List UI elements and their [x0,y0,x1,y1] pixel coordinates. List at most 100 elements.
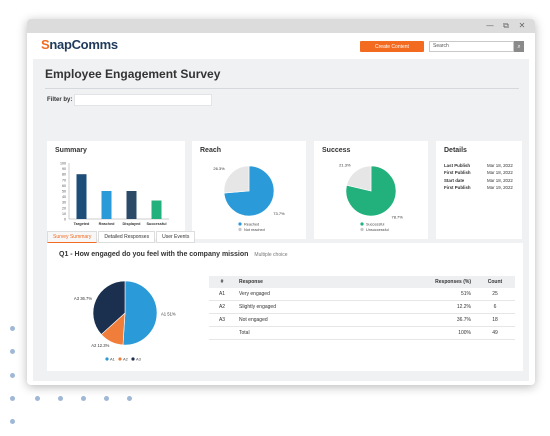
decorative-dot [10,326,15,331]
question-text: Q1 - How engaged do you feel with the co… [59,251,249,258]
main-content: Employee Engagement Survey Filter by: Su… [33,59,529,381]
tab-detailed-responses[interactable]: Detailed Responses [98,231,156,243]
cell-response: Very engaged [235,288,415,301]
slice-label: 26.3% [213,166,225,171]
table-total-row: Total 100% 49 [209,326,515,340]
table-header-row: # Response Responses (%) Count [209,276,515,288]
decorative-dot [10,373,15,378]
y-tick-label: 20 [62,206,66,210]
cell-count: 6 [475,300,515,314]
snapcomms-logo[interactable]: SnapComms [41,37,118,52]
details-value: Mar 18, 2022 [487,163,513,168]
y-tick-label: 0 [64,218,66,222]
details-key: First Publish [444,170,471,176]
cell-count: 18 [475,313,515,327]
cell-percent: 100% [415,326,475,340]
bar-reached[interactable] [101,191,112,219]
y-tick-label: 100 [60,162,66,166]
y-tick-label: 70 [62,178,66,182]
report-tabs: Survey Summary Detailed Responses User E… [47,231,196,243]
success-pie-chart: 78.7% 21.3% Successful Unsuccessful [339,163,403,232]
bar-targeted[interactable] [76,174,87,219]
legend-label: A2 [123,357,129,362]
cell-response: Total [235,326,415,340]
details-row: First Publish Mar 19, 2022 [444,185,513,190]
filter-input[interactable] [74,94,212,106]
legend-swatch [238,227,242,232]
legend-label: Unsuccessful [366,228,389,232]
details-card: Details Last Publish Mar 18, 2022 First P… [436,141,522,239]
col-header-percent: Responses (%) [415,276,475,288]
legend-label: A1 [110,357,116,362]
slice-label: 21.3% [339,163,351,168]
legend-swatch [238,222,242,226]
y-tick-label: 80 [62,173,66,177]
details-list: Last Publish Mar 18, 2022 First Publish Ma… [444,163,513,193]
cell-id: A2 [209,300,235,314]
legend-label: Reached [244,222,259,226]
tab-user-events[interactable]: User Events [156,231,196,243]
x-tick-label: Targeted [74,222,90,226]
details-row: Start date Mar 18, 2022 [444,178,513,183]
table-row[interactable]: A2 Slightly engaged 12.2% 6 [209,300,515,314]
question-card: Q1 - How engaged do you feel with the co… [47,243,523,371]
bar-displayed[interactable] [126,191,137,219]
success-card: Success 78.7% 21.3% Successful Unsuccessful [314,141,428,239]
decorative-dot [58,396,63,401]
question-type: Multiple choice [254,252,288,258]
table-row[interactable]: A3 Not engaged 36.7% 18 [209,313,515,327]
reach-card: Reach 73.7% 26.3% Reached Not reached [192,141,306,239]
bar-successful[interactable] [151,200,162,219]
table-row[interactable]: A1 Very engaged 51% 25 [209,288,515,301]
details-key: Start date [444,177,465,183]
x-tick-label: Reached [99,222,116,226]
decorative-dot [35,396,40,401]
question-slice-a1[interactable] [122,280,158,346]
y-tick-label: 30 [62,201,66,205]
cell-count: 25 [475,288,515,301]
legend-swatch [118,357,122,361]
reach-slice-not-reached[interactable] [223,165,250,194]
title-divider [45,88,519,89]
cell-percent: 51% [415,288,475,301]
slice-label: 73.7% [273,211,285,216]
filter-label: Filter by: [47,97,73,103]
details-key: First Publish [444,185,471,191]
close-icon[interactable]: ✕ [518,21,526,30]
search-input[interactable]: Search [429,41,514,52]
restore-icon[interactable]: ⧉ [503,21,509,30]
create-content-button[interactable]: Create Content [360,41,424,52]
question-slice-a3[interactable] [92,280,126,335]
legend-swatch [105,357,109,361]
slice-label: A2 12.3% [91,343,109,348]
tab-survey-summary[interactable]: Survey Summary [47,231,98,243]
reach-slice-reached[interactable] [223,165,275,217]
legend-swatch [131,357,135,361]
details-row: First Publish Mar 18, 2022 [444,170,513,175]
minimize-icon[interactable]: — [486,21,494,30]
cell-id: A1 [209,288,235,301]
decorative-dot [10,349,15,354]
details-key: Last Publish [444,163,471,168]
details-value: Mar 18, 2022 [487,177,513,183]
x-tick-label: Successful [146,222,166,226]
app-header: SnapComms Create Content Search ⌕ [27,33,535,59]
slice-label: A1 51% [161,312,176,317]
legend-swatch [360,222,364,226]
slice-label: 78.7% [391,214,403,219]
y-tick-label: 90 [62,167,66,171]
legend-label: Not reached [244,228,265,232]
col-header-id: # [209,276,235,288]
cell-id: A3 [209,313,235,327]
col-header-count: Count [475,276,515,288]
cell-response: Slightly engaged [235,300,415,314]
question-pie-chart: A1 51% A2 12.3% A3 36.7% A1 A2 A3 [74,280,176,362]
success-slice-unsuccessful[interactable] [346,165,372,192]
window-titlebar: — ⧉ ✕ [27,19,535,33]
summary-card: Summary 100 90 80 70 60 50 40 30 20 10 0 Targeted Re… [47,141,185,239]
y-tick-label: 60 [62,184,66,188]
search-icon[interactable]: ⌕ [514,41,524,52]
details-row: Last Publish Mar 18, 2022 [444,163,513,168]
details-value: Mar 19, 2022 [487,185,513,191]
